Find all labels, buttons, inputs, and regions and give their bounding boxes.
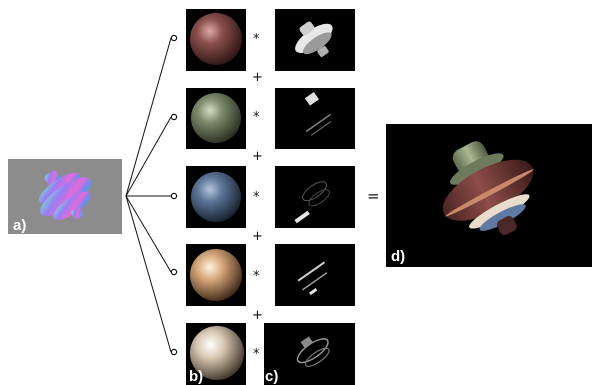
row-3: * + <box>170 166 355 244</box>
mask-shape <box>294 181 330 224</box>
panel-a-normal-map: a) <box>8 159 122 234</box>
mask-shape <box>296 336 330 367</box>
material-sphere <box>190 13 242 65</box>
material-sphere <box>191 172 241 222</box>
multiply-sign: * <box>253 110 260 125</box>
mask-shape <box>297 261 328 296</box>
plus-sign: + <box>252 229 263 244</box>
plus-sign: + <box>252 149 263 164</box>
compose-node <box>170 348 178 356</box>
material-sphere <box>190 326 244 380</box>
label-d: d) <box>391 248 405 265</box>
multiply-sign: * <box>253 269 260 284</box>
mask-tile <box>275 244 355 306</box>
multiply-sign: * <box>253 347 260 362</box>
mask-tile <box>275 166 355 228</box>
compose-node <box>170 34 178 42</box>
plus-sign: + <box>252 70 263 85</box>
row-4: * + <box>170 244 355 323</box>
row-2: * + <box>170 88 355 164</box>
multiply-sign: * <box>253 32 260 47</box>
material-sphere <box>190 249 242 301</box>
connector-lines <box>125 37 172 353</box>
mask-shape <box>304 91 332 136</box>
row-1: * + <box>170 9 355 85</box>
label-c: c) <box>265 368 278 385</box>
compose-node <box>170 113 178 121</box>
material-sphere <box>191 93 241 143</box>
multiply-sign: * <box>253 190 260 205</box>
row-5: * b) c) <box>170 323 355 385</box>
normal-map-object <box>39 170 91 221</box>
equals-sign: = <box>367 187 380 205</box>
spinning-top-render <box>442 141 534 236</box>
plus-sign: + <box>252 308 263 323</box>
label-b: b) <box>189 368 203 385</box>
compose-node <box>170 192 178 200</box>
mask-shape <box>295 21 333 57</box>
panel-d-final-render: d) <box>386 124 592 267</box>
compose-node <box>170 268 178 276</box>
label-a: a) <box>13 217 26 234</box>
mask-tile <box>264 323 355 385</box>
